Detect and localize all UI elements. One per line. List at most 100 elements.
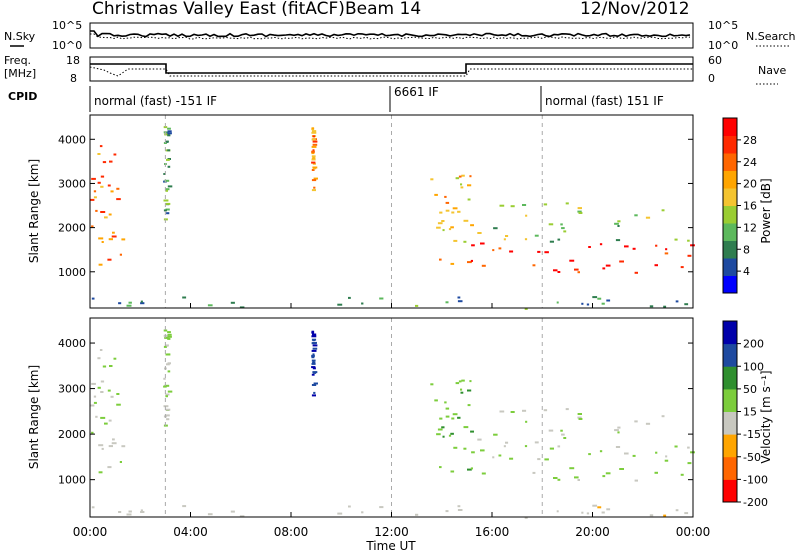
velocity-echo-cell: [441, 426, 445, 429]
colorbar-swatch: [723, 240, 737, 259]
power-echo-cell: [311, 152, 315, 155]
velocity-echo-cell: [99, 349, 103, 351]
velocity-echo-cell: [165, 393, 170, 396]
velocity-echo-cell: [445, 407, 450, 410]
power-echo-region: [311, 127, 318, 192]
velocity-echo-cell: [577, 416, 582, 419]
velocity-echo-cell: [312, 344, 318, 347]
velocity-echo-cell: [439, 417, 443, 420]
power-echo-region: [430, 174, 474, 265]
velocity-echo-cell: [578, 418, 583, 420]
velocity-echo-cell: [617, 431, 620, 434]
colorbar-tick-label: 8: [743, 243, 750, 256]
velocity-echo-cell: [675, 509, 679, 512]
power-echo-cell: [617, 220, 621, 223]
colorbar-swatch: [723, 321, 737, 345]
velocity-echo-cell: [634, 479, 638, 482]
velocity-echo-cell: [592, 504, 598, 507]
velocity-echo-cell: [455, 382, 460, 385]
velocity-echo-cell: [553, 477, 558, 479]
power-echo-cell: [439, 258, 442, 261]
noise-right-tick-top: 10^5: [708, 19, 738, 32]
power-echo-cell: [100, 211, 106, 213]
power-time-guides: [164, 115, 543, 308]
velocity-echo-cell: [664, 459, 669, 462]
power-echo-cell: [311, 138, 316, 141]
range-tick-label: 4000: [58, 337, 86, 350]
power-echo-cell: [165, 208, 170, 211]
power-echo-cell: [361, 302, 364, 305]
velocity-echo-cell: [95, 415, 98, 418]
velocity-echo-cell: [445, 510, 449, 513]
velocity-echo-cell: [93, 395, 97, 398]
velocity-echo-cell: [599, 450, 603, 453]
velocity-echo-cell: [532, 471, 536, 474]
velocity-echo-cell: [163, 345, 167, 348]
velocity-echo-cell: [577, 413, 582, 415]
power-echo-cell: [98, 263, 103, 266]
power-echo-cell: [477, 232, 482, 234]
power-echo-cell: [532, 264, 536, 267]
velocity-echo-cell: [312, 371, 318, 374]
colorbar-tick-label: -100: [743, 473, 768, 486]
velocity-echo-cell: [101, 447, 104, 450]
power-echo-cell: [167, 149, 171, 152]
velocity-echo-cell: [467, 404, 471, 407]
velocity-echo-region: [311, 330, 318, 397]
freq-panel: Freq. [MHz] 18 8 60 0 Nave: [4, 54, 786, 85]
power-echo-cell: [505, 235, 509, 237]
power-echo-cell: [337, 303, 343, 306]
power-echo-cell: [163, 209, 167, 212]
power-echo-cell: [109, 160, 113, 163]
power-echo-cell: [599, 243, 603, 246]
power-echo-cell: [674, 238, 678, 241]
velocity-echo-region: [91, 504, 689, 519]
power-echo-cell: [415, 304, 419, 307]
velocity-echo-cell: [634, 420, 638, 423]
power-echo-cell: [548, 223, 554, 226]
power-echo-cell: [116, 198, 121, 201]
colorbar-tick-label: 200: [743, 338, 764, 351]
velocity-echo-cell: [522, 409, 527, 412]
power-echo-cell: [509, 250, 514, 253]
velocity-echo-cell: [111, 442, 117, 445]
velocity-echo-cell: [619, 468, 624, 470]
colorbar-swatch: [723, 411, 737, 435]
power-echo-cell: [165, 188, 170, 191]
power-echo-cell: [632, 247, 636, 250]
x-axis-ticks: 00:00 04:00 08:00 12:00 16:00 20:00 00:00: [73, 303, 710, 539]
colorbar-swatch: [723, 135, 737, 154]
velocity-echo-cell: [581, 511, 584, 514]
power-echo-cell: [312, 143, 318, 146]
velocity-echo-cell: [588, 453, 591, 456]
velocity-echo-cell: [311, 384, 317, 386]
velocity-echo-cell: [98, 444, 104, 447]
velocity-echo-cell: [167, 353, 171, 356]
noise-panel-frame: [89, 22, 694, 49]
power-echo-cell: [654, 264, 658, 267]
colorbar-swatch: [723, 479, 737, 503]
velocity-echo-cell: [665, 455, 668, 458]
colorbar-swatch: [723, 456, 737, 480]
power-echo-cell: [445, 301, 449, 304]
power-echo-cell: [537, 250, 541, 253]
colorbar-tick-label: 12: [743, 221, 757, 234]
power-echo-cell: [98, 237, 104, 240]
time-tick-label: 04:00: [173, 525, 208, 539]
velocity-echo-cell: [107, 466, 112, 469]
power-echo-cell: [665, 248, 668, 251]
power-echo-cell: [442, 229, 445, 232]
velocity-echo-cell: [505, 441, 509, 444]
power-echo-cell: [167, 134, 171, 137]
power-colorbar-label: Power [dB]: [759, 178, 773, 243]
colorbar-tick-label: 100: [743, 360, 764, 373]
power-echo-cell: [167, 185, 173, 188]
velocity-y-ticks: 4000 3000 2000 1000: [58, 337, 693, 487]
velocity-echo-region: [430, 379, 474, 473]
power-echo-cell: [430, 178, 434, 181]
power-echo-cell: [445, 209, 450, 212]
velocity-colorbar-label: Velocity [m s⁻¹]: [759, 370, 773, 463]
power-panel: 4000 3000 2000 1000 Slant Range [km] 28 24 20…: [27, 114, 773, 310]
velocity-echo-cell: [379, 506, 384, 509]
velocity-echo-cell: [165, 408, 171, 411]
